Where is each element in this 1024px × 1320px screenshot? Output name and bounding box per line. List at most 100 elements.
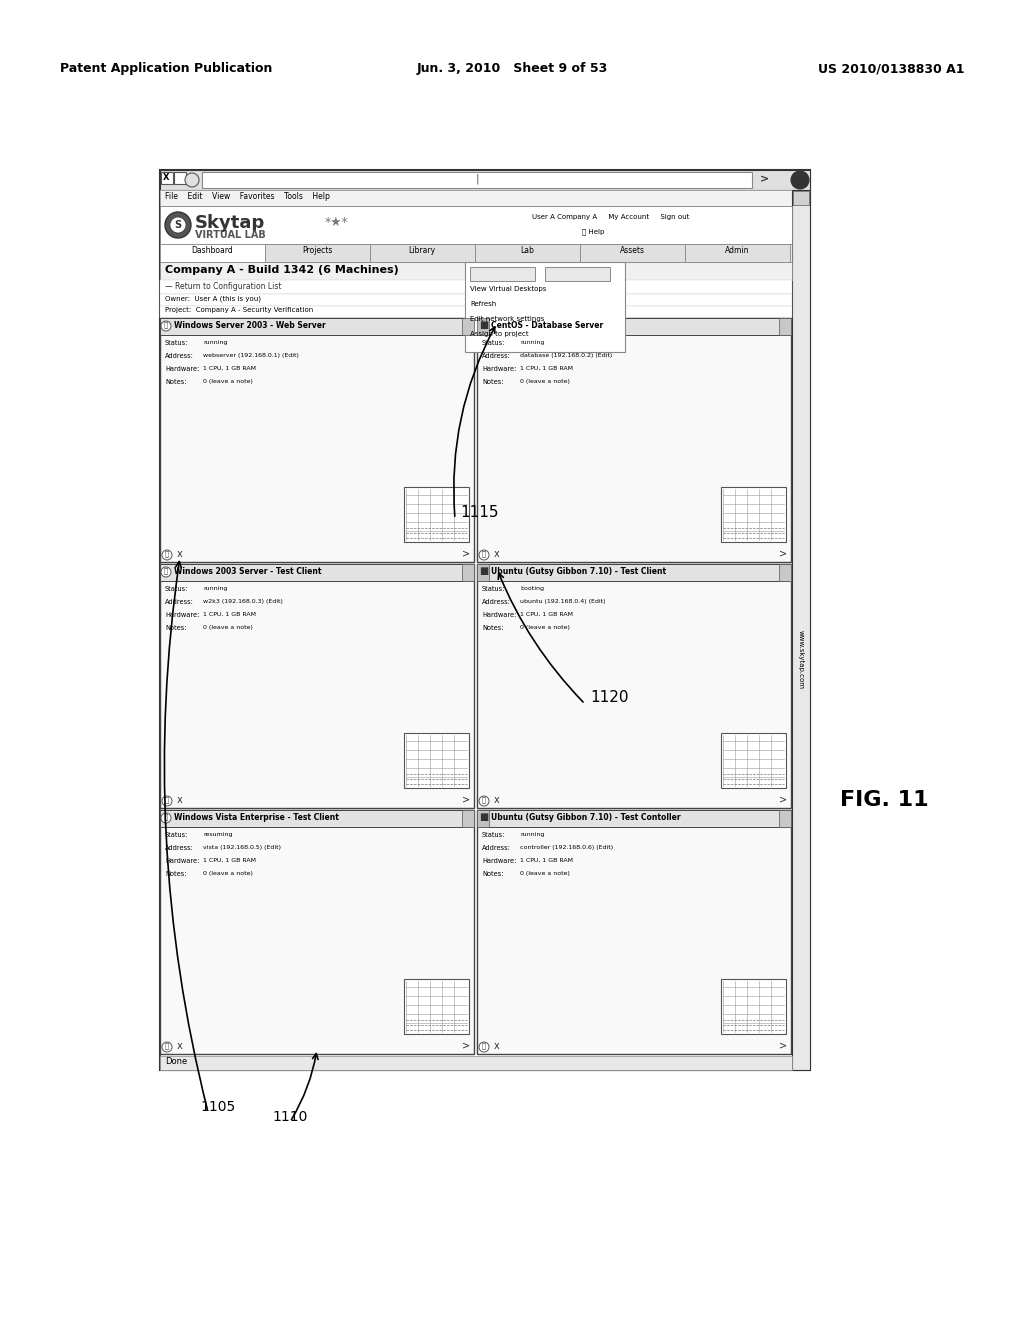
Text: *★*: *★* <box>325 216 349 228</box>
Text: x: x <box>177 549 182 558</box>
Bar <box>160 206 792 244</box>
Bar <box>160 244 792 261</box>
Text: VIRTUAL LAB: VIRTUAL LAB <box>195 230 266 240</box>
Text: x: x <box>494 549 500 558</box>
Text: Refresh: Refresh <box>470 301 497 308</box>
Bar <box>160 318 474 562</box>
Bar <box>685 244 790 261</box>
Text: ⓘ: ⓘ <box>164 813 168 820</box>
Text: Windows Vista Enterprise - Test Client: Windows Vista Enterprise - Test Client <box>174 813 339 822</box>
Text: 1115: 1115 <box>460 506 499 520</box>
Text: x: x <box>177 1041 182 1051</box>
Bar <box>161 172 173 183</box>
Bar <box>404 733 469 788</box>
Bar <box>779 318 791 335</box>
Text: Ubuntu (Gutsy Gibbon 7.10) - Test Contoller: Ubuntu (Gutsy Gibbon 7.10) - Test Contol… <box>490 813 681 822</box>
Text: booting: booting <box>520 586 544 591</box>
Bar <box>160 170 810 1071</box>
Text: Jun. 3, 2010   Sheet 9 of 53: Jun. 3, 2010 Sheet 9 of 53 <box>417 62 607 75</box>
Text: Company A - Build 1342 (6 Machines): Company A - Build 1342 (6 Machines) <box>165 265 398 275</box>
Text: Done: Done <box>165 1057 187 1067</box>
Bar <box>477 564 489 581</box>
Bar <box>545 267 610 281</box>
Text: View Virtual Desktops: View Virtual Desktops <box>470 286 547 292</box>
Text: Status:: Status: <box>165 832 188 838</box>
Text: S: S <box>174 220 181 230</box>
Text: Hardware:: Hardware: <box>165 858 200 865</box>
Text: >: > <box>462 1041 470 1051</box>
Text: CentOS - Database Server: CentOS - Database Server <box>490 321 603 330</box>
Bar <box>370 244 475 261</box>
Bar <box>160 318 474 335</box>
Text: Address:: Address: <box>482 599 511 605</box>
Bar <box>174 172 186 183</box>
Text: Windows 2003 Server - Test Client: Windows 2003 Server - Test Client <box>174 568 322 576</box>
Bar <box>779 810 791 828</box>
Text: Address:: Address: <box>165 352 194 359</box>
Text: Notes:: Notes: <box>482 379 504 385</box>
Text: running: running <box>203 341 227 345</box>
Bar <box>462 318 474 335</box>
Text: >: > <box>462 795 470 805</box>
Text: Address:: Address: <box>165 845 194 851</box>
Text: Address:: Address: <box>165 599 194 605</box>
Circle shape <box>185 173 199 187</box>
Text: 1 CPU, 1 GB RAM: 1 CPU, 1 GB RAM <box>520 858 573 863</box>
Bar <box>160 280 792 294</box>
Text: controller (192.168.0.6) (Edit): controller (192.168.0.6) (Edit) <box>520 845 613 850</box>
Text: ⓘ: ⓘ <box>482 1041 486 1048</box>
Circle shape <box>479 550 489 560</box>
Text: ■: ■ <box>479 566 488 576</box>
Text: Projects: Projects <box>302 246 332 255</box>
Text: Address:: Address: <box>482 352 511 359</box>
Bar <box>462 810 474 828</box>
Circle shape <box>161 568 171 577</box>
Text: x: x <box>494 1041 500 1051</box>
Text: — Return to Configuration List: — Return to Configuration List <box>165 282 282 290</box>
Text: Skytap: Skytap <box>195 214 265 232</box>
Bar <box>580 244 685 261</box>
Text: Dashboard: Dashboard <box>191 246 232 255</box>
Text: 1105: 1105 <box>201 1100 236 1114</box>
Bar <box>160 206 792 1071</box>
Bar <box>160 244 265 261</box>
Bar <box>160 190 810 206</box>
Text: >: > <box>760 174 769 183</box>
Text: Hardware:: Hardware: <box>165 366 200 372</box>
Bar <box>160 564 474 808</box>
Text: >: > <box>779 1041 787 1051</box>
Circle shape <box>479 1041 489 1052</box>
Circle shape <box>161 813 171 822</box>
Text: Status:: Status: <box>482 341 506 346</box>
Text: running: running <box>203 586 227 591</box>
Text: Notes:: Notes: <box>482 624 504 631</box>
Text: Admin: Admin <box>725 246 750 255</box>
Text: Status:: Status: <box>482 586 506 591</box>
Text: ⓘ: ⓘ <box>165 550 169 557</box>
Text: Hardware:: Hardware: <box>482 858 516 865</box>
Text: Hardware:: Hardware: <box>165 612 200 618</box>
Text: 1 CPU, 1 GB RAM: 1 CPU, 1 GB RAM <box>520 366 573 371</box>
Text: ⓘ: ⓘ <box>165 1041 169 1048</box>
Text: Assign to project: Assign to project <box>470 331 528 337</box>
Bar <box>404 979 469 1034</box>
Text: www.skytap.com: www.skytap.com <box>798 630 804 689</box>
Text: ⓘ: ⓘ <box>482 796 486 803</box>
Text: Library: Library <box>409 246 435 255</box>
Circle shape <box>791 172 809 189</box>
Text: Hardware:: Hardware: <box>482 612 516 618</box>
Bar <box>404 487 469 543</box>
Text: FIG. 11: FIG. 11 <box>840 789 929 810</box>
Circle shape <box>170 216 186 234</box>
Text: 1 CPU, 1 GB RAM: 1 CPU, 1 GB RAM <box>203 612 256 616</box>
Text: 1110: 1110 <box>272 1110 307 1125</box>
Text: w2k3 (192.168.0.3) (Edit): w2k3 (192.168.0.3) (Edit) <box>203 599 283 605</box>
Text: Assets: Assets <box>620 246 644 255</box>
Circle shape <box>161 321 171 331</box>
Bar <box>160 294 792 306</box>
Text: Hardware:: Hardware: <box>482 366 516 372</box>
Text: Owner:  User A (this is you): Owner: User A (this is you) <box>165 294 261 301</box>
Text: 0 (leave a note): 0 (leave a note) <box>203 624 253 630</box>
Text: vista (192.168.0.5) (Edit): vista (192.168.0.5) (Edit) <box>203 845 281 850</box>
Text: 1 CPU, 1 GB RAM: 1 CPU, 1 GB RAM <box>203 858 256 863</box>
